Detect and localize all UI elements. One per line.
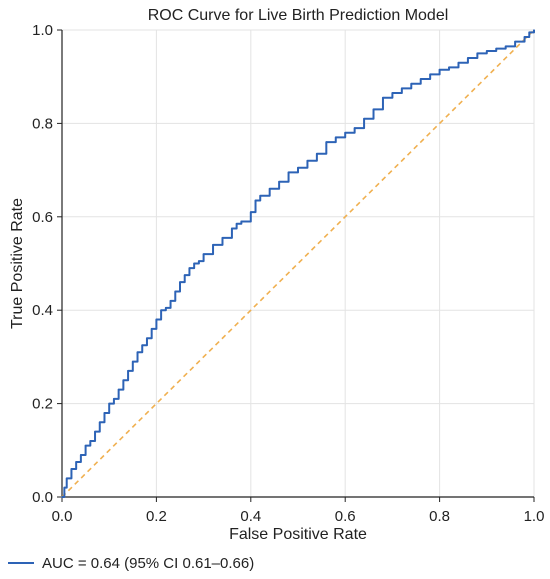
roc-curve-point [198,260,200,262]
roc-curve-point [113,398,115,400]
roc-curve-point [533,29,535,31]
roc-curve-point [108,402,110,405]
roc-curve-point [391,92,394,94]
roc-curve-point [325,141,328,143]
roc-curve-point [382,96,384,99]
x-tick-label: 0.8 [429,508,450,525]
legend: AUC = 0.64 (95% CI 0.61–0.66) [8,555,254,572]
x-tick-label: 0.4 [240,508,261,525]
roc-curve-point [231,227,233,230]
roc-curve-point [457,61,460,64]
roc-curve-point [65,477,68,480]
roc-curve-point [410,82,413,85]
roc-curve-point [344,131,347,134]
roc-curve-point [136,351,139,354]
roc-curve-point [89,440,92,442]
y-axis-title: True Positive Rate [9,198,26,329]
y-tick-label: 1.0 [32,22,53,39]
roc-curve-point [235,223,238,225]
roc-curve-point [306,159,309,162]
roc-curve-point [165,307,167,309]
roc-curve-point [103,412,106,414]
roc-curve-point [419,78,422,80]
series-layer [61,29,535,498]
roc-curve-point [155,318,158,321]
roc-curve-point [254,199,257,202]
roc-curve-point [514,40,516,43]
roc-curve-point [117,388,120,391]
roc-curve-point [221,237,224,239]
roc-curve-point [278,180,280,183]
roc-curve-point [504,45,507,48]
roc-curve-point [429,73,431,76]
roc-curve-point [297,166,299,169]
roc-curve-point [202,253,205,255]
roc-curve-point [150,328,153,330]
roc-curve-point [401,87,403,90]
roc-curve-point [467,57,469,59]
y-tick-label: 0.0 [32,489,53,506]
roc-curve-point [75,461,77,463]
roc-curve-point [80,454,82,456]
roc-curve-point [84,444,87,447]
roc-curve-point [486,50,488,52]
roc-curve-point [61,496,63,498]
x-tick-label: 1.0 [524,508,545,525]
roc-curve-point [287,171,290,174]
x-tick-label: 0.2 [146,508,167,525]
roc-curve-point [160,309,162,312]
roc-curve-line [62,30,535,498]
roc-curve-point [127,370,129,372]
y-tick-label: 0.2 [32,396,53,413]
roc-curve-point [146,337,148,340]
x-tick-label: 0.6 [335,508,356,525]
roc-curve-point [523,36,526,38]
roc-curve-point [179,281,181,283]
roc-curve-point [495,47,498,50]
roc-curve-point [122,379,125,382]
roc-curve-point [169,300,172,302]
roc-curve-point [268,187,271,190]
roc-curve-point [250,211,252,213]
roc-curve-point [353,127,356,129]
roc-curve-point [193,262,195,265]
roc-curve-point [63,486,66,489]
tick-labels: 0.0 0.2 0.4 0.6 0.8 1.0 0.0 0.2 0.4 0.6 0.8 1.0 [32,22,544,525]
roc-curve-point [240,220,243,223]
roc-curve-point [212,244,214,246]
reference-diagonal-line [61,29,535,498]
roc-curve-point [94,430,96,433]
roc-curve-point [70,468,73,470]
roc-curve-point [174,290,177,293]
roc-curve-point [316,152,318,155]
roc-curve-point [438,68,441,71]
roc-curve-point [334,136,337,139]
roc-curve-point [372,108,375,111]
roc-curve-point [141,344,144,347]
y-tick-label: 0.8 [32,115,53,132]
legend-entry: AUC = 0.64 (95% CI 0.61–0.66) [42,555,254,572]
roc-curve-point [132,360,134,363]
roc-curve-point [183,274,186,276]
roc-curve-point [188,267,191,269]
chart-title: ROC Curve for Live Birth Prediction Mode… [148,7,449,24]
roc-curve-point [528,31,531,34]
roc-curve-point [448,66,450,69]
axes [57,29,535,502]
grid-lines [61,29,535,498]
x-axis-title: False Positive Rate [229,526,367,543]
x-tick-label: 0.0 [52,508,73,525]
roc-curve-point [98,421,101,424]
y-tick-label: 0.6 [32,209,53,226]
roc-curve-point [476,52,479,55]
y-tick-label: 0.4 [32,302,53,319]
roc-curve-point [363,117,365,120]
roc-curve-point [259,194,262,197]
